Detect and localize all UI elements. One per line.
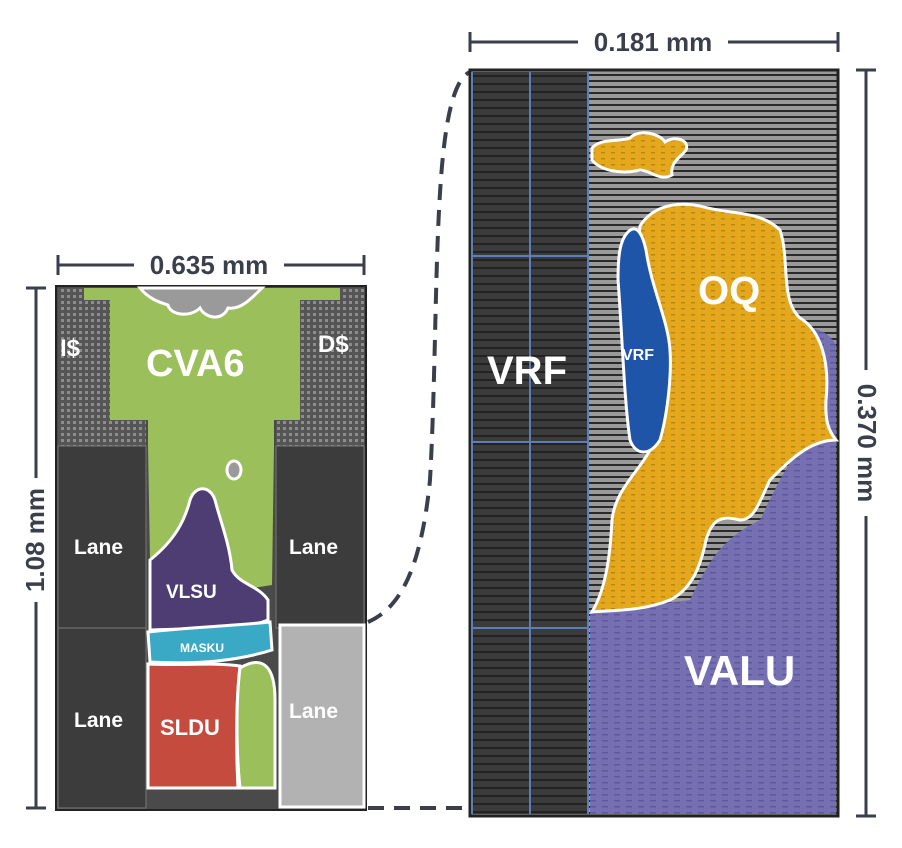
left-width-dimension: 0.635 mm (56, 250, 366, 280)
cva6-small-defect (225, 459, 243, 481)
vrf-grid (471, 72, 589, 814)
masku-label: MASKU (180, 641, 224, 655)
left-chip: I$ D$ CVA6 Lane Lane Lane Lane VLSU MASK… (20, 250, 367, 811)
oq-top-blob (590, 131, 689, 179)
valu-region (590, 438, 836, 814)
vlsu-label: VLSU (166, 582, 217, 603)
lane-bottom-right-label: Lane (289, 700, 338, 723)
sldu-label: SLDU (160, 715, 220, 740)
left-height-dimension: 1.08 mm (20, 286, 50, 810)
cva6-label: CVA6 (146, 343, 245, 385)
lane-top-right-label: Lane (289, 536, 338, 559)
right-width-label: 0.181 mm (594, 27, 713, 57)
right-height-label: 0.370 mm (852, 384, 882, 503)
cva6-region (84, 288, 340, 590)
right-lane: VRF VRF OQ VALU 0.181 mm 0.370 mm (468, 26, 882, 818)
left-width-label: 0.635 mm (150, 250, 269, 280)
left-height-label: 1.08 mm (20, 488, 50, 592)
oq-label: OQ (698, 269, 760, 313)
right-width-dimension: 0.181 mm (468, 26, 840, 57)
icache-label: I$ (60, 335, 81, 362)
right-height-dimension: 0.370 mm (852, 68, 882, 818)
cva6-lower-blob (235, 661, 277, 790)
valu-label: VALU (684, 647, 795, 694)
masku-region (146, 620, 274, 665)
dcache-label: D$ (318, 331, 349, 358)
vrf-small-label: VRF (622, 347, 654, 364)
zoom-connector-top (367, 70, 472, 624)
lane-bottom-right (278, 623, 366, 809)
cva6-cutout (136, 286, 266, 319)
vrf-big-label: VRF (487, 349, 567, 393)
lane-top-left-label: Lane (74, 536, 123, 559)
lane-bottom-left (57, 627, 147, 809)
lane-bottom-left-label: Lane (74, 709, 123, 732)
vrf-small-region (616, 227, 672, 454)
